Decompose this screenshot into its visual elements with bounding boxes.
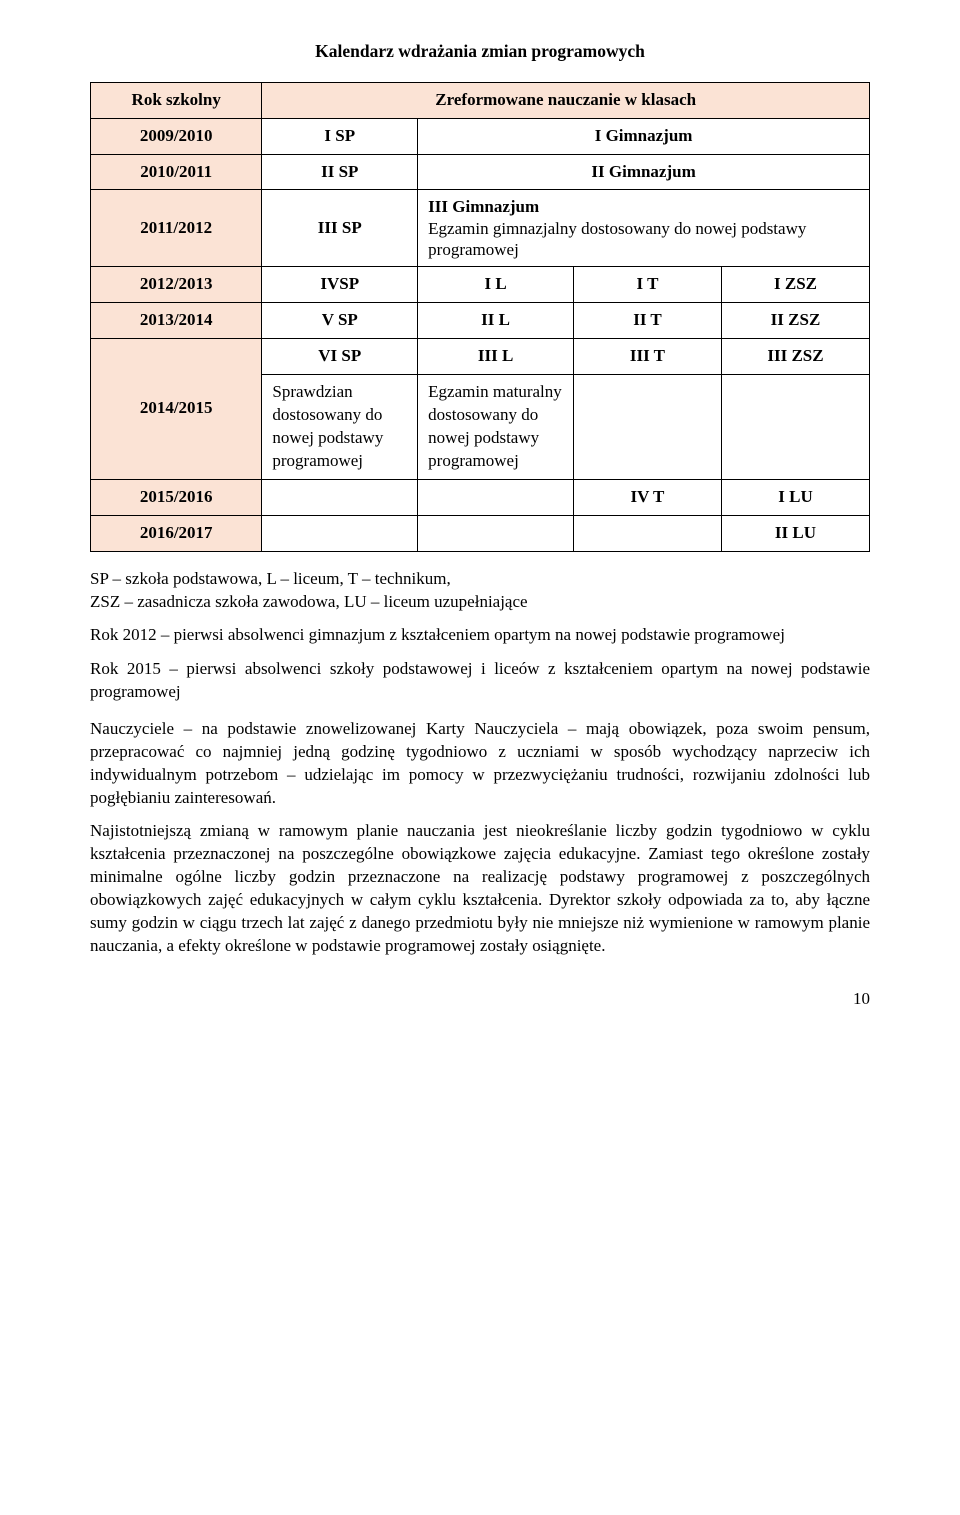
cell: II Gimnazjum [418, 154, 870, 190]
cell: I ZSZ [721, 267, 869, 303]
year-2009: 2009/2010 [91, 118, 262, 154]
year-2014: 2014/2015 [91, 339, 262, 480]
cell: IVSP [262, 267, 418, 303]
year-2012: 2012/2013 [91, 267, 262, 303]
paragraph: Najistotniejszą zmianą w ramowym planie … [90, 820, 870, 958]
table-title: Kalendarz wdrażania zmian programowych [90, 40, 870, 64]
cell: V SP [262, 303, 418, 339]
year-2015: 2015/2016 [91, 479, 262, 515]
block-2015: Rok 2015 – pierwsi absolwenci szkoły pod… [90, 658, 870, 704]
cell [418, 479, 574, 515]
cell: III Gimnazjum Egzamin gimnazjalny dostos… [418, 190, 870, 267]
cell: Egzamin maturalny dostosowany do nowej p… [418, 375, 574, 480]
paragraph: Nauczyciele – na podstawie znowelizowane… [90, 718, 870, 810]
cell [418, 515, 574, 551]
cell: VI SP [262, 339, 418, 375]
cell: III L [418, 339, 574, 375]
cell [721, 375, 869, 480]
cell: II SP [262, 154, 418, 190]
cell: I SP [262, 118, 418, 154]
cell: II L [418, 303, 574, 339]
year-2013: 2013/2014 [91, 303, 262, 339]
legend-line: SP – szkoła podstawowa, L – liceum, T – … [90, 568, 870, 591]
cell: III SP [262, 190, 418, 267]
cell [573, 515, 721, 551]
calendar-table: Rok szkolny Zreformowane nauczanie w kla… [90, 82, 870, 552]
year-2016: 2016/2017 [91, 515, 262, 551]
cell: IV T [573, 479, 721, 515]
cell-line: Egzamin gimnazjalny dostosowany do nowej… [428, 218, 859, 261]
page-number: 10 [90, 988, 870, 1011]
header-zreformowane: Zreformowane nauczanie w klasach [262, 82, 870, 118]
cell-line: III Gimnazjum [428, 196, 859, 217]
cell: I Gimnazjum [418, 118, 870, 154]
cell: II LU [721, 515, 869, 551]
cell [262, 515, 418, 551]
cell [573, 375, 721, 480]
block-2012: Rok 2012 – pierwsi absolwenci gimnazjum … [90, 624, 870, 647]
cell: III ZSZ [721, 339, 869, 375]
cell [262, 479, 418, 515]
cell: I LU [721, 479, 869, 515]
legend: SP – szkoła podstawowa, L – liceum, T – … [90, 568, 870, 614]
cell: I T [573, 267, 721, 303]
cell: Sprawdzian dostosowany do nowej podstawy… [262, 375, 418, 480]
year-2010: 2010/2011 [91, 154, 262, 190]
cell: III T [573, 339, 721, 375]
year-2011: 2011/2012 [91, 190, 262, 267]
cell: I L [418, 267, 574, 303]
cell: II ZSZ [721, 303, 869, 339]
header-rok: Rok szkolny [91, 82, 262, 118]
legend-line: ZSZ – zasadnicza szkoła zawodowa, LU – l… [90, 591, 870, 614]
cell: II T [573, 303, 721, 339]
